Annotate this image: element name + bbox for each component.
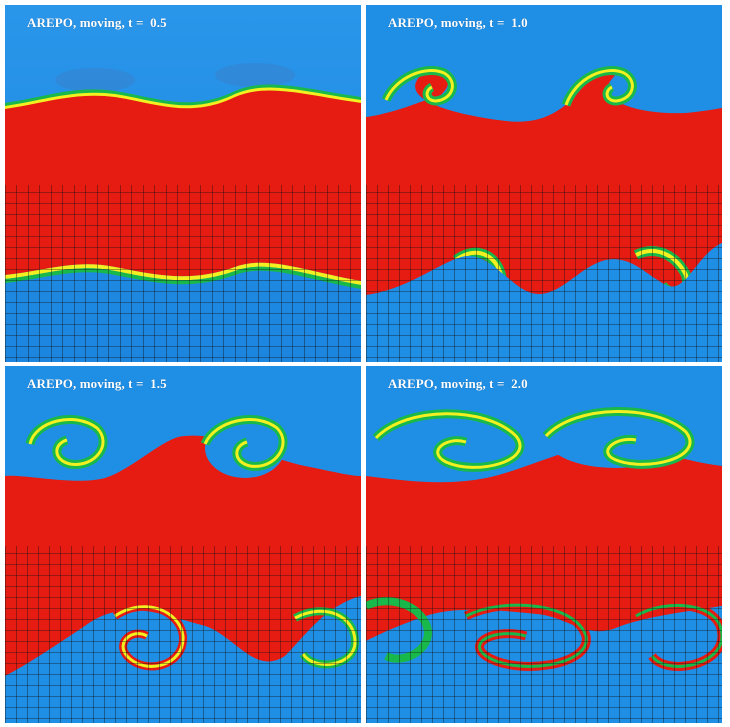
panel-label: AREPO, moving, t = 2.0 (388, 376, 528, 391)
simulation-panel-t20: AREPO, moving, t = 2.0 (366, 366, 722, 723)
panel-label: AREPO, moving, t = 0.5 (27, 15, 167, 30)
density-field-t20 (366, 366, 722, 723)
simulation-panel-t15: AREPO, moving, t = 1.5 (5, 366, 361, 723)
density-field-t05 (5, 5, 361, 362)
panel-label: AREPO, moving, t = 1.0 (388, 15, 528, 30)
simulation-panel-t05: AREPO, moving, t = 0.5 (5, 5, 361, 362)
panel-divider-horizontal (0, 362, 730, 365)
panel-label: AREPO, moving, t = 1.5 (27, 376, 167, 391)
density-field-t10 (366, 5, 722, 362)
density-field-t15 (5, 366, 361, 723)
simulation-panel-t10: AREPO, moving, t = 1.0 (366, 5, 722, 362)
